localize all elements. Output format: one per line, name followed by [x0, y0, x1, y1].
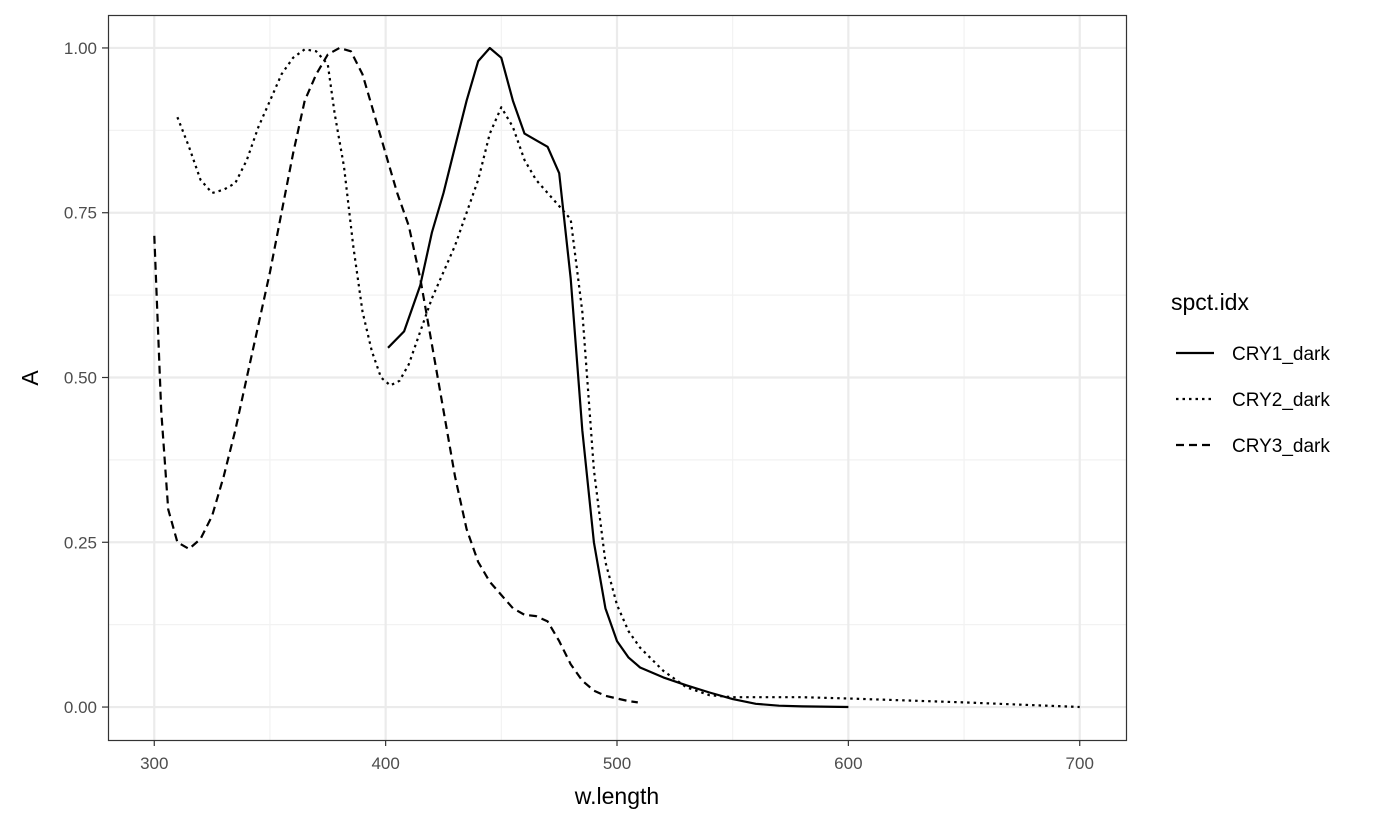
x-tick-label: 600	[834, 754, 862, 773]
x-tick-label: 500	[603, 754, 631, 773]
legend-label: CRY2_dark	[1232, 390, 1330, 411]
x-axis-title: w.length	[574, 783, 659, 809]
x-axis: 300 400 500 600 700	[140, 740, 1094, 773]
y-tick-label: 0.25	[64, 533, 97, 552]
legend-label: CRY1_dark	[1232, 344, 1330, 365]
x-tick-label: 400	[371, 754, 399, 773]
grid-major	[108, 15, 1126, 740]
y-tick-label: 0.00	[64, 698, 97, 717]
y-axis-title: A	[17, 370, 43, 386]
x-tick-label: 700	[1066, 754, 1094, 773]
x-tick-label: 300	[140, 754, 168, 773]
y-tick-label: 0.75	[64, 204, 97, 223]
series-line-cry1-dark	[387, 46, 849, 709]
series-line-cry3-dark	[153, 46, 638, 704]
series-layer	[153, 46, 1080, 709]
legend: spct.idx CRY1_dark CRY2_dark CRY3_dark	[1171, 289, 1330, 457]
y-tick-label: 1.00	[64, 39, 97, 58]
series-line-cry2-dark	[176, 48, 1080, 709]
legend-title: spct.idx	[1171, 289, 1249, 315]
y-axis: 0.00 0.25 0.50 0.75 1.00	[64, 39, 108, 717]
legend-label: CRY3_dark	[1232, 436, 1330, 457]
y-tick-label: 0.50	[64, 369, 97, 388]
